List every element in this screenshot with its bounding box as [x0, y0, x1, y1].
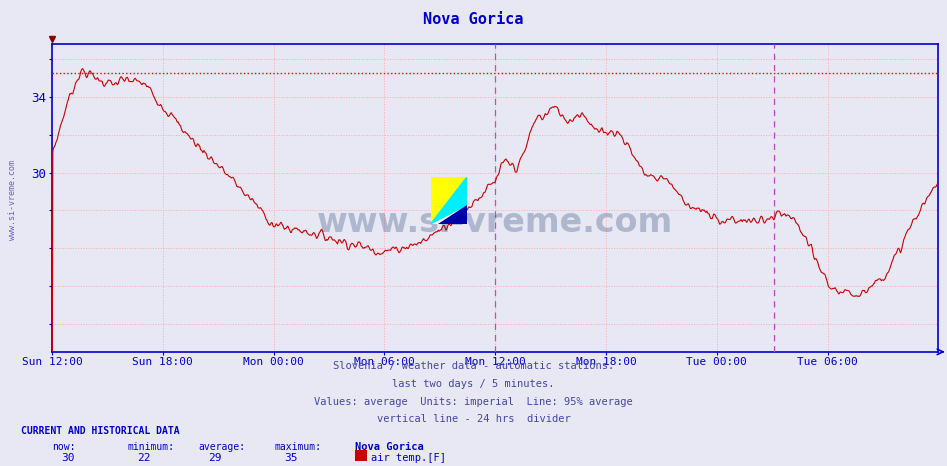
- Text: air temp.[F]: air temp.[F]: [371, 453, 446, 463]
- Text: 22: 22: [137, 453, 151, 463]
- Text: Nova Gorica: Nova Gorica: [355, 442, 424, 452]
- Text: 30: 30: [62, 453, 75, 463]
- Text: www.si-vreme.com: www.si-vreme.com: [316, 206, 673, 239]
- Polygon shape: [431, 177, 467, 224]
- Text: Nova Gorica: Nova Gorica: [423, 12, 524, 27]
- Text: Values: average  Units: imperial  Line: 95% average: Values: average Units: imperial Line: 95…: [314, 397, 633, 406]
- Text: now:: now:: [52, 442, 76, 452]
- Polygon shape: [431, 177, 467, 224]
- Text: www.si-vreme.com: www.si-vreme.com: [8, 160, 17, 240]
- Polygon shape: [438, 205, 467, 224]
- Text: 29: 29: [208, 453, 222, 463]
- Text: maximum:: maximum:: [275, 442, 322, 452]
- Text: vertical line - 24 hrs  divider: vertical line - 24 hrs divider: [377, 414, 570, 424]
- Text: 35: 35: [284, 453, 297, 463]
- Text: CURRENT AND HISTORICAL DATA: CURRENT AND HISTORICAL DATA: [21, 426, 180, 436]
- Text: average:: average:: [199, 442, 246, 452]
- Text: Slovenia / weather data - automatic stations.: Slovenia / weather data - automatic stat…: [333, 361, 614, 371]
- Text: last two days / 5 minutes.: last two days / 5 minutes.: [392, 379, 555, 389]
- Text: minimum:: minimum:: [128, 442, 175, 452]
